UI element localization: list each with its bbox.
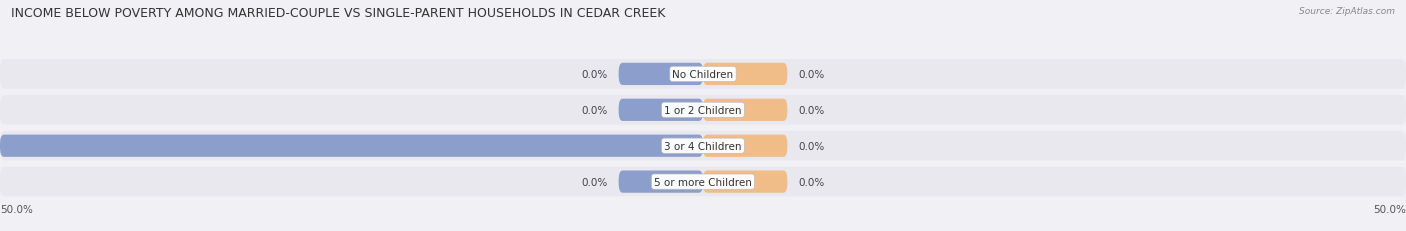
Text: Source: ZipAtlas.com: Source: ZipAtlas.com bbox=[1299, 7, 1395, 16]
Text: 0.0%: 0.0% bbox=[799, 70, 825, 79]
FancyBboxPatch shape bbox=[703, 64, 787, 86]
FancyBboxPatch shape bbox=[0, 131, 1406, 161]
FancyBboxPatch shape bbox=[0, 60, 1406, 89]
Text: 50.0%: 50.0% bbox=[1374, 204, 1406, 214]
Text: 0.0%: 0.0% bbox=[581, 105, 607, 115]
Text: 0.0%: 0.0% bbox=[799, 177, 825, 187]
Text: 5 or more Children: 5 or more Children bbox=[654, 177, 752, 187]
Text: 0.0%: 0.0% bbox=[799, 105, 825, 115]
Text: 1 or 2 Children: 1 or 2 Children bbox=[664, 105, 742, 115]
FancyBboxPatch shape bbox=[0, 96, 1406, 125]
FancyBboxPatch shape bbox=[619, 99, 703, 122]
Text: INCOME BELOW POVERTY AMONG MARRIED-COUPLE VS SINGLE-PARENT HOUSEHOLDS IN CEDAR C: INCOME BELOW POVERTY AMONG MARRIED-COUPL… bbox=[11, 7, 665, 20]
FancyBboxPatch shape bbox=[703, 99, 787, 122]
FancyBboxPatch shape bbox=[703, 171, 787, 193]
Text: 0.0%: 0.0% bbox=[799, 141, 825, 151]
Text: 0.0%: 0.0% bbox=[581, 70, 607, 79]
Text: 0.0%: 0.0% bbox=[581, 177, 607, 187]
Text: 50.0%: 50.0% bbox=[0, 204, 32, 214]
FancyBboxPatch shape bbox=[0, 167, 1406, 197]
FancyBboxPatch shape bbox=[0, 135, 703, 157]
Text: No Children: No Children bbox=[672, 70, 734, 79]
FancyBboxPatch shape bbox=[619, 171, 703, 193]
Text: 3 or 4 Children: 3 or 4 Children bbox=[664, 141, 742, 151]
FancyBboxPatch shape bbox=[619, 64, 703, 86]
FancyBboxPatch shape bbox=[703, 135, 787, 157]
